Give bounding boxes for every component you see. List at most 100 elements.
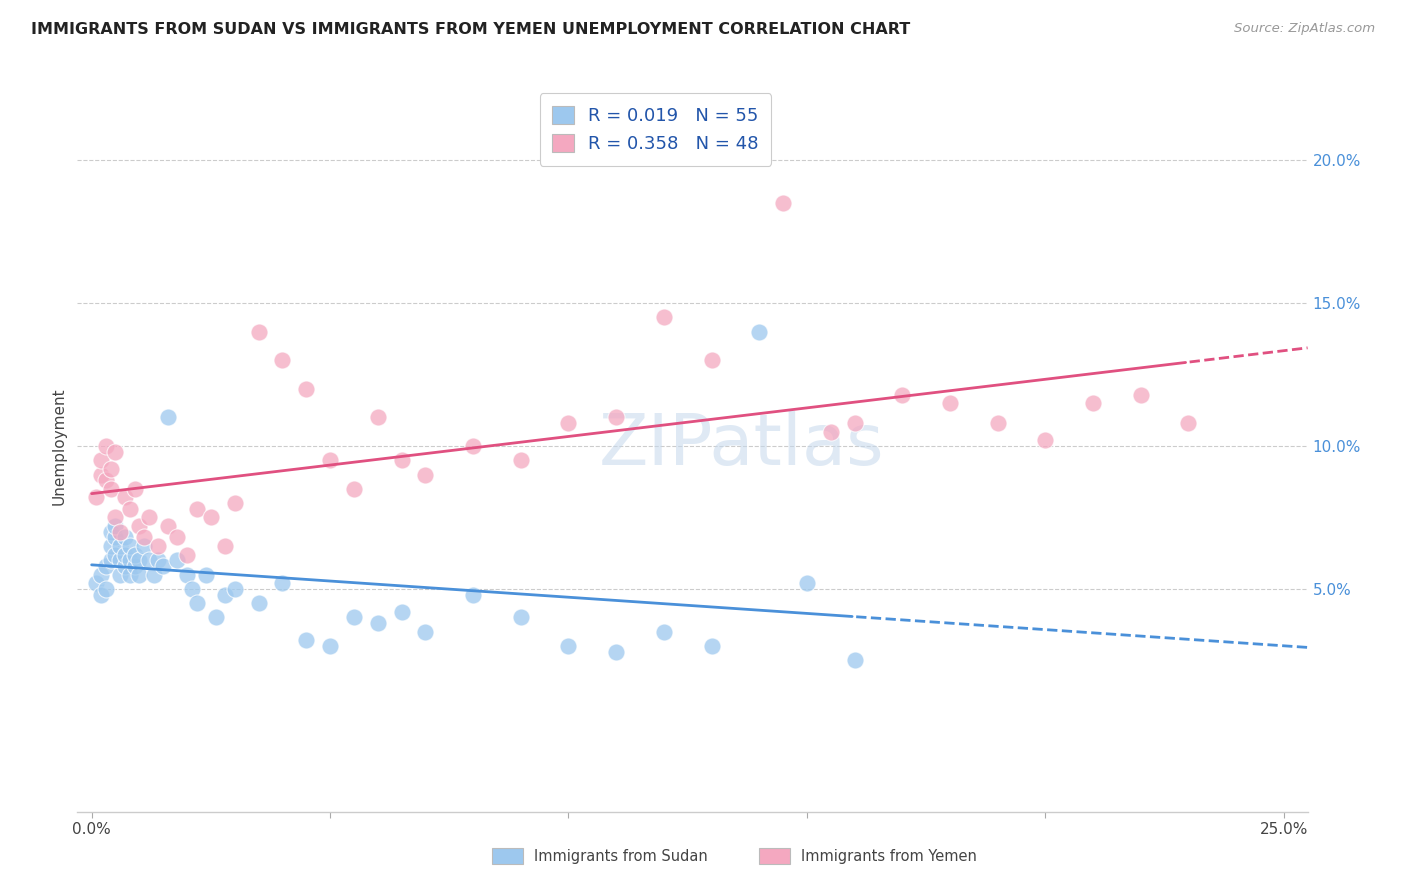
Text: Immigrants from Sudan: Immigrants from Sudan xyxy=(534,849,709,863)
Point xyxy=(200,510,222,524)
Point xyxy=(987,416,1010,430)
Point xyxy=(166,530,188,544)
Point xyxy=(319,639,342,653)
Point xyxy=(128,567,150,582)
Point xyxy=(114,548,136,562)
Point xyxy=(86,576,108,591)
Point xyxy=(367,616,389,631)
Point xyxy=(100,553,122,567)
Point xyxy=(295,633,318,648)
Point xyxy=(844,653,866,667)
Legend: R = 0.019   N = 55, R = 0.358   N = 48: R = 0.019 N = 55, R = 0.358 N = 48 xyxy=(540,93,772,166)
Point xyxy=(1033,434,1056,448)
Point xyxy=(772,196,794,211)
Point xyxy=(319,453,342,467)
Point xyxy=(152,559,174,574)
Point xyxy=(94,559,117,574)
Point xyxy=(114,530,136,544)
Point xyxy=(114,559,136,574)
Point xyxy=(176,548,198,562)
Point xyxy=(939,396,962,410)
Point xyxy=(343,482,366,496)
Point xyxy=(652,624,675,639)
Point xyxy=(700,639,723,653)
Point xyxy=(367,410,389,425)
Point xyxy=(1177,416,1199,430)
Point xyxy=(1129,387,1152,401)
Point xyxy=(86,491,108,505)
Point xyxy=(605,645,627,659)
Point xyxy=(180,582,202,596)
Point xyxy=(700,353,723,368)
Point xyxy=(605,410,627,425)
Point xyxy=(415,624,437,639)
Point xyxy=(104,510,127,524)
Point xyxy=(124,559,146,574)
Point xyxy=(110,539,132,553)
Point xyxy=(124,548,146,562)
Point xyxy=(100,539,122,553)
Point xyxy=(118,539,141,553)
Point xyxy=(509,453,531,467)
Point xyxy=(118,553,141,567)
Point xyxy=(391,605,413,619)
Point xyxy=(156,519,179,533)
Point xyxy=(224,496,246,510)
Point xyxy=(110,567,132,582)
Text: ZIPatlas: ZIPatlas xyxy=(599,411,884,481)
Point xyxy=(214,539,236,553)
Point xyxy=(224,582,246,596)
Text: IMMIGRANTS FROM SUDAN VS IMMIGRANTS FROM YEMEN UNEMPLOYMENT CORRELATION CHART: IMMIGRANTS FROM SUDAN VS IMMIGRANTS FROM… xyxy=(31,22,910,37)
Y-axis label: Unemployment: Unemployment xyxy=(51,387,66,505)
Point xyxy=(138,553,160,567)
Point xyxy=(148,539,170,553)
Point xyxy=(138,510,160,524)
Point xyxy=(110,553,132,567)
Point xyxy=(94,439,117,453)
Point xyxy=(748,325,770,339)
Point xyxy=(204,610,226,624)
Point xyxy=(128,519,150,533)
Point xyxy=(214,588,236,602)
Point xyxy=(195,567,218,582)
Point xyxy=(90,453,112,467)
Point xyxy=(100,524,122,539)
Point xyxy=(796,576,818,591)
Point xyxy=(94,473,117,487)
Point xyxy=(90,588,112,602)
Point xyxy=(343,610,366,624)
Point xyxy=(94,582,117,596)
Point xyxy=(557,416,579,430)
Point xyxy=(132,539,155,553)
Point xyxy=(844,416,866,430)
Point xyxy=(114,491,136,505)
Point xyxy=(186,596,208,610)
Point xyxy=(166,553,188,567)
Point xyxy=(110,524,132,539)
Point xyxy=(247,325,270,339)
Point xyxy=(391,453,413,467)
Point xyxy=(156,410,179,425)
Point xyxy=(142,567,165,582)
Point xyxy=(90,567,112,582)
Point xyxy=(124,482,146,496)
Point xyxy=(557,639,579,653)
Point xyxy=(104,530,127,544)
Point xyxy=(100,462,122,476)
Point xyxy=(118,567,141,582)
Point xyxy=(100,482,122,496)
Point xyxy=(128,553,150,567)
Point xyxy=(104,444,127,458)
Point xyxy=(186,501,208,516)
Point xyxy=(1081,396,1104,410)
Point xyxy=(118,501,141,516)
Point xyxy=(104,548,127,562)
Text: Immigrants from Yemen: Immigrants from Yemen xyxy=(801,849,977,863)
Point xyxy=(415,467,437,482)
Point xyxy=(132,530,155,544)
Point xyxy=(271,353,294,368)
Point xyxy=(148,553,170,567)
Point xyxy=(104,519,127,533)
Point xyxy=(820,425,842,439)
Point xyxy=(90,467,112,482)
